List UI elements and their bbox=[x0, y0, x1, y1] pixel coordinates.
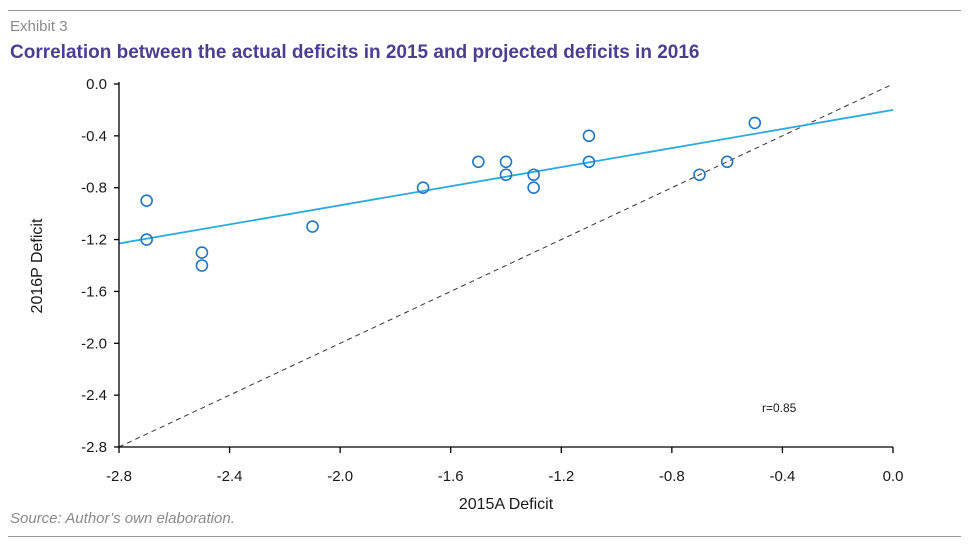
exhibit-label: Exhibit 3 bbox=[10, 18, 68, 35]
y-tick-label: -2.0 bbox=[81, 335, 107, 352]
bottom-rule bbox=[8, 536, 961, 537]
data-point bbox=[499, 168, 513, 182]
x-tick-label: -0.4 bbox=[769, 468, 795, 485]
x-tick-label: 0.0 bbox=[883, 468, 904, 485]
x-tick-label: -2.8 bbox=[106, 468, 132, 485]
data-point bbox=[693, 168, 706, 182]
data-point bbox=[582, 129, 596, 143]
x-tick-label: -2.4 bbox=[217, 468, 243, 485]
y-tick-label: -0.8 bbox=[81, 180, 107, 197]
data-point bbox=[195, 246, 209, 259]
source-note: Source: Author’s own elaboration. bbox=[10, 510, 235, 527]
x-tick-label: -1.6 bbox=[438, 468, 464, 485]
chart-title: Correlation between the actual deficits … bbox=[10, 42, 700, 63]
correlation-annotation: r=0.85 bbox=[762, 401, 797, 415]
lines-layer bbox=[118, 83, 894, 448]
axes-layer: 0.0 -0.4 -0.8 -1.2 -1.6 -2.0 -2.4 -2.8 -2.8 -2.4 -… bbox=[81, 76, 903, 485]
data-point bbox=[527, 181, 540, 195]
data-point bbox=[720, 155, 734, 169]
trend-line bbox=[118, 109, 894, 245]
data-point bbox=[306, 220, 319, 233]
x-tick-label: -0.8 bbox=[659, 468, 685, 485]
y-tick-label: -2.8 bbox=[81, 439, 107, 456]
y-tick-label: -0.4 bbox=[81, 128, 107, 145]
y-tick-label: 0.0 bbox=[86, 76, 107, 93]
reference-line bbox=[118, 83, 894, 448]
x-axis-title: 2015A Deficit bbox=[459, 496, 554, 513]
data-point bbox=[472, 155, 485, 169]
y-tick-label: -1.2 bbox=[81, 232, 107, 249]
top-rule bbox=[8, 10, 961, 11]
points-layer bbox=[140, 116, 762, 272]
data-point bbox=[140, 233, 153, 246]
y-tick-label: -2.4 bbox=[81, 387, 107, 404]
y-axis-title: 2016P Deficit bbox=[29, 218, 46, 313]
y-tick-label: -1.6 bbox=[81, 283, 107, 300]
data-point bbox=[416, 181, 430, 195]
data-point bbox=[748, 116, 762, 130]
data-point bbox=[582, 155, 596, 169]
data-point bbox=[527, 168, 540, 182]
x-tick-label: -2.0 bbox=[327, 468, 353, 485]
data-point bbox=[195, 259, 209, 272]
data-point bbox=[140, 194, 153, 207]
x-tick-label: -1.2 bbox=[548, 468, 574, 485]
data-point bbox=[499, 155, 513, 169]
